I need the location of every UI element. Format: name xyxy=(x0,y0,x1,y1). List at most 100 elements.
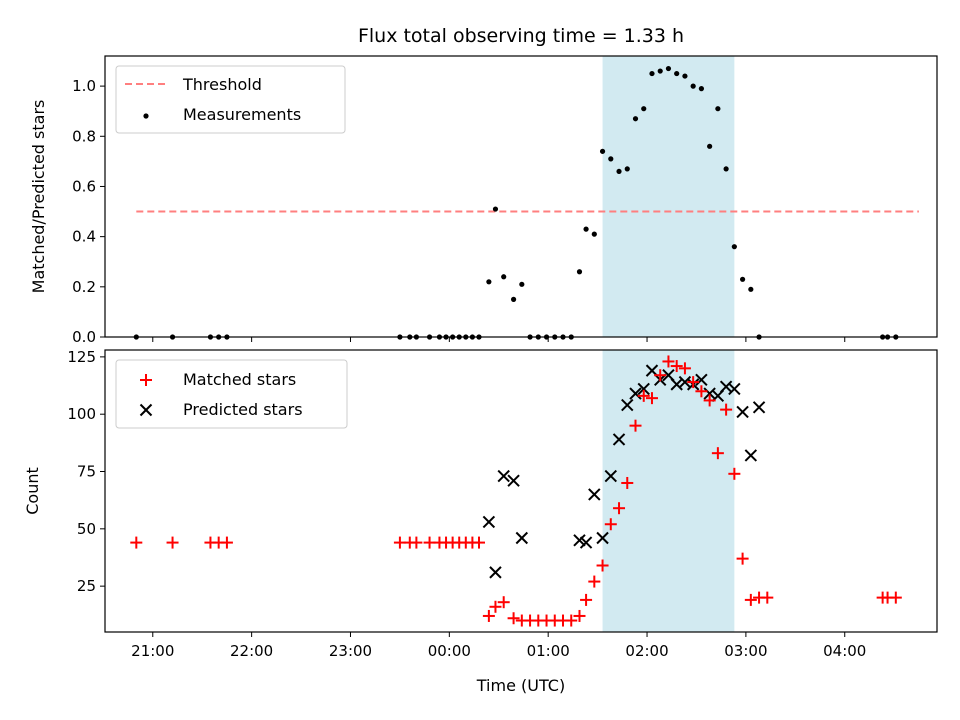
measurement-point xyxy=(591,231,597,237)
y-tick-label: 0.8 xyxy=(72,127,96,145)
matched-star-point xyxy=(687,376,700,389)
matched-star-point xyxy=(678,362,691,375)
predicted-star-point xyxy=(482,515,496,529)
x-tick-label: 02:00 xyxy=(625,642,668,660)
measurement-point xyxy=(649,70,655,77)
measurement-point xyxy=(674,70,680,77)
matched-star-point xyxy=(670,360,683,373)
predicted-star-point xyxy=(695,373,708,387)
matched-star-point xyxy=(621,476,634,489)
count-legend-box xyxy=(115,359,348,429)
predicted-star-point xyxy=(497,469,510,483)
matched-star-point xyxy=(497,596,510,609)
matched-star-point xyxy=(410,536,423,549)
measurement-point xyxy=(739,276,746,282)
matched-legend-label: Matched stars xyxy=(183,370,296,389)
measurement-point xyxy=(731,244,737,250)
predicted-star-point xyxy=(744,449,758,462)
y-tick-label: 0.6 xyxy=(72,177,96,195)
matched-star-point xyxy=(604,518,617,531)
matched-star-point xyxy=(573,609,586,622)
matched-star-point xyxy=(736,552,749,565)
measurement-point xyxy=(698,86,705,92)
count-panel: 25 50 75 100 125 21:00 22:00 23:00 00:00 01:00 02… xyxy=(23,348,938,695)
y-tick-label: 0.4 xyxy=(72,228,96,246)
predicted-star-point xyxy=(579,536,593,549)
matched-star-point xyxy=(711,447,724,460)
x-tick-label: 03:00 xyxy=(724,642,767,660)
x-tick-label: 21:00 xyxy=(131,642,174,660)
ratio-legend: Threshold Measurements xyxy=(115,65,346,134)
matched-star-point xyxy=(703,394,716,407)
measurement-point xyxy=(715,106,721,112)
predicted-star-point xyxy=(573,534,586,547)
measurement-point xyxy=(748,286,754,292)
predicted-star-point xyxy=(728,382,741,396)
x-tick-label: 04:00 xyxy=(823,642,866,660)
measurement-point xyxy=(632,116,639,122)
predicted-star-point xyxy=(588,488,601,501)
measurement-point xyxy=(486,279,492,285)
matched-star-point xyxy=(166,536,179,549)
matched-star-point xyxy=(662,355,675,368)
matched-star-point xyxy=(565,614,578,627)
predicted-star-point xyxy=(596,531,609,545)
threshold-legend-label: Threshold xyxy=(182,75,262,94)
matched-star-point xyxy=(695,385,708,398)
predicted-legend-swatch xyxy=(139,403,153,417)
predicted-star-point xyxy=(629,387,642,400)
ratio-y-ticks: 0.0 0.2 0.4 0.6 0.8 1.0 xyxy=(72,77,105,346)
measurement-point xyxy=(624,166,630,172)
measurement-point xyxy=(519,281,525,287)
predicted-star-point xyxy=(621,398,634,412)
measurement-point xyxy=(641,106,647,112)
ratio-axes-frame xyxy=(104,55,938,338)
x-tick-label: 23:00 xyxy=(329,642,372,660)
x-tick-label: 00:00 xyxy=(428,642,471,660)
measurement-point xyxy=(510,296,517,302)
ratio-y-axis-label: Matched/Predicted stars xyxy=(29,100,48,294)
matched-star-point xyxy=(220,536,233,549)
count-y-axis-label: Count xyxy=(23,467,42,515)
matched-legend-swatch xyxy=(140,374,152,386)
matched-star-point xyxy=(761,591,774,604)
matched-star-point xyxy=(580,593,593,606)
predicted-star-point xyxy=(752,401,766,414)
matched-legend-marker xyxy=(140,374,152,386)
predicted-star-point xyxy=(736,405,749,419)
measurement-point xyxy=(501,274,507,280)
matched-star-point xyxy=(489,600,502,613)
matched-star-point xyxy=(507,612,520,625)
measurement-point xyxy=(657,68,663,74)
measurement-point xyxy=(608,156,614,162)
matched-star-point xyxy=(728,467,741,480)
matched-star-point xyxy=(130,536,143,549)
predicted-star-point xyxy=(637,382,650,396)
matched-star-point xyxy=(720,403,733,416)
y-tick-label: 0.0 xyxy=(72,328,96,346)
matched-star-point xyxy=(744,593,757,606)
measurement-point xyxy=(576,269,583,275)
observing-window-span-top xyxy=(602,56,735,337)
predicted-legend-marker xyxy=(139,403,153,417)
matched-star-point xyxy=(482,609,495,622)
measurement-point xyxy=(492,206,499,212)
measurements-legend-label: Measurements xyxy=(183,105,301,124)
count-legend: Matched stars Predicted stars xyxy=(115,359,348,429)
measurement-point xyxy=(616,168,622,175)
y-tick-label: 0.2 xyxy=(72,278,96,296)
measurement-point xyxy=(599,148,606,154)
y-tick-label: 25 xyxy=(77,577,96,595)
matched-star-point xyxy=(637,389,650,402)
predicted-star-point xyxy=(604,469,617,483)
y-tick-label: 50 xyxy=(77,520,96,538)
count-x-ticks: 21:00 22:00 23:00 00:00 01:00 02:00 03:00 04:00 xyxy=(131,632,866,660)
y-tick-label: 75 xyxy=(77,463,96,481)
ratio-legend-box xyxy=(115,65,346,134)
measurement-point xyxy=(682,73,688,79)
y-tick-label: 125 xyxy=(67,348,96,366)
count-y-ticks: 25 50 75 100 125 xyxy=(67,348,105,595)
y-tick-label: 1.0 xyxy=(72,77,96,95)
matched-star-point xyxy=(596,559,609,572)
